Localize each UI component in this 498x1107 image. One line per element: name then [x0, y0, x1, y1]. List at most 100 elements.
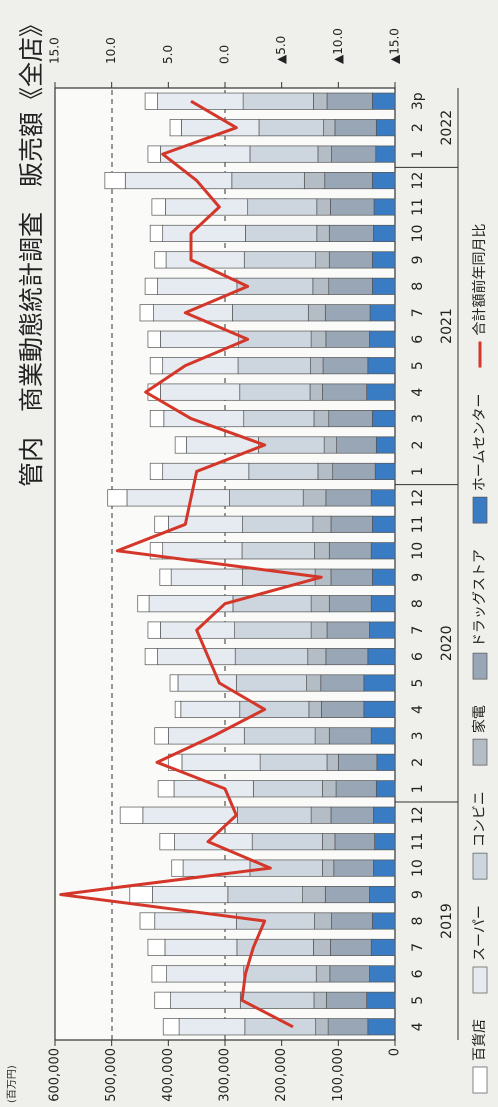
bar-segment: [370, 938, 396, 956]
bar-segment: [316, 198, 331, 216]
bar-segment: [157, 648, 236, 666]
x-tick-label: 9: [410, 255, 426, 264]
x-tick-label: 11: [410, 515, 426, 533]
bar-segment: [314, 727, 330, 745]
bar-segment: [313, 938, 331, 956]
y2-tick-label: 10.0: [104, 37, 118, 64]
bar-segment: [322, 859, 335, 877]
bar-segment: [323, 119, 336, 137]
bar-segment: [231, 172, 305, 190]
bar-segment: [324, 304, 371, 322]
bar-segment: [139, 912, 156, 930]
bar-segment: [336, 436, 377, 454]
bar-segment: [149, 410, 165, 428]
bar-segment: [237, 806, 312, 824]
bar-segment: [160, 383, 241, 401]
bar-segment: [375, 119, 396, 137]
x-tick-label: 1: [410, 784, 426, 793]
bar-segment: [151, 198, 166, 216]
bar-segment: [129, 886, 153, 904]
legend-label: 百貨店: [471, 1019, 488, 1061]
bar-segment: [154, 991, 171, 1009]
bar-segment: [159, 568, 172, 586]
bar-segment: [315, 1018, 329, 1036]
x-tick-label: 9: [410, 890, 426, 899]
bar-segment: [234, 621, 312, 639]
bar-segment: [309, 383, 323, 401]
bar-segment: [242, 515, 314, 533]
bar-segment: [154, 251, 167, 269]
bar-segment: [164, 938, 238, 956]
bar-segment: [334, 119, 377, 137]
bar-segment: [147, 938, 166, 956]
x-tick-label: 1: [410, 150, 426, 159]
bar-segment: [235, 674, 307, 692]
bar-segment: [307, 648, 327, 666]
x-tick-label: 12: [410, 806, 426, 824]
year-label: 2021: [439, 308, 455, 344]
bar-segment: [371, 410, 396, 428]
bar-segment: [374, 462, 396, 480]
y-tick-label: 500,000: [104, 1048, 119, 1102]
x-tick-label: 10: [410, 542, 426, 560]
x-tick-label: 4: [410, 1022, 426, 1031]
bar-segment: [243, 251, 317, 269]
bar-segment: [178, 1018, 246, 1036]
bar-segment: [234, 648, 309, 666]
bar-segment: [249, 145, 319, 163]
bar-segment: [366, 383, 396, 401]
bar-segment: [329, 965, 370, 983]
bar-segment: [325, 330, 370, 348]
bar-segment: [162, 542, 243, 560]
bar-segment: [124, 172, 233, 190]
x-tick-label: 5: [410, 996, 426, 1005]
legend-label: スーパー: [472, 905, 488, 961]
bar-segment: [149, 357, 164, 375]
bar-segment: [315, 965, 331, 983]
legend-swatch: [472, 1066, 488, 1094]
bar-segment: [317, 145, 332, 163]
legend-swatch: [472, 496, 488, 524]
year-label: 2022: [439, 110, 455, 146]
bar-segment: [371, 251, 396, 269]
bar-segment: [149, 462, 164, 480]
bar-segment: [370, 595, 396, 613]
bar-segment: [376, 753, 396, 771]
bar-segment: [142, 806, 238, 824]
bar-segment: [363, 700, 396, 718]
bar-segment: [363, 674, 396, 692]
x-tick-label: 4: [410, 388, 426, 397]
bar-segment: [237, 357, 311, 375]
bar-segment: [310, 357, 324, 375]
bar-segment: [328, 410, 373, 428]
x-tick-label: 8: [410, 917, 426, 926]
legend-label: コンビニ: [472, 791, 488, 847]
rotated-chart: 管内 商業動態統計調査 販売額《全店》 (百万円) 0 100,000 200,00…: [6, 12, 488, 1103]
bar-segment: [258, 119, 324, 137]
bar-segment: [139, 304, 154, 322]
bar-segment: [324, 172, 373, 190]
bar-segment: [374, 833, 396, 851]
bar-segment: [334, 833, 375, 851]
bar-segment: [325, 648, 369, 666]
legend-swatch: [472, 852, 488, 880]
y-tick-label: 0: [388, 1048, 403, 1056]
bar-segment: [165, 198, 249, 216]
bar-segment: [328, 542, 372, 560]
bar-segment: [229, 489, 304, 507]
bar-segment: [307, 304, 326, 322]
bar-segment: [245, 224, 318, 242]
bar-segment: [160, 145, 251, 163]
y-tick-label: 400,000: [161, 1048, 176, 1102]
x-tick-label: 5: [410, 679, 426, 688]
bar-segment: [331, 145, 377, 163]
bar-segment: [243, 727, 316, 745]
bar-segment: [152, 886, 229, 904]
bar-segment: [331, 912, 373, 930]
bar-segment: [330, 198, 375, 216]
bar-segment: [242, 92, 314, 110]
bar-segment: [302, 886, 326, 904]
bar-segment: [258, 436, 325, 454]
bar-segment: [314, 542, 330, 560]
bar-segment: [314, 912, 332, 930]
